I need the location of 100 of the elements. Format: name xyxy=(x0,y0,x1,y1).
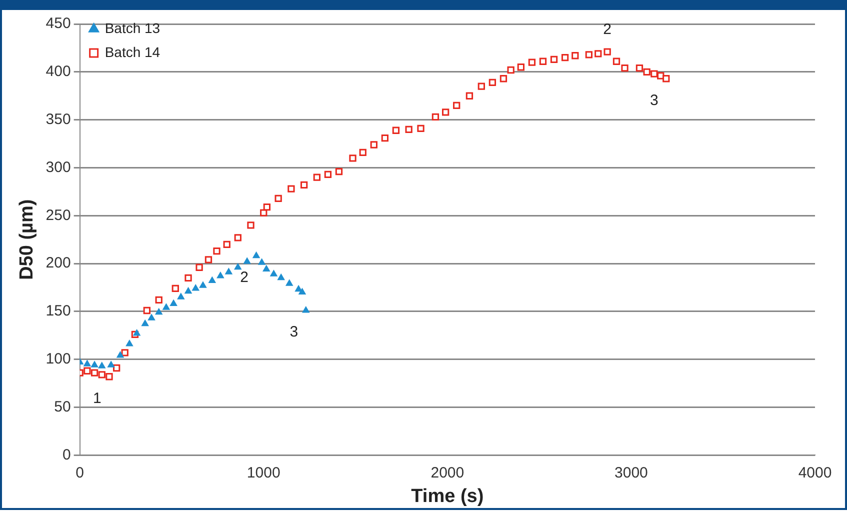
point xyxy=(572,52,579,60)
point xyxy=(488,78,496,86)
y-tick-label: 300 xyxy=(46,158,71,176)
x-tick-label: 1000 xyxy=(246,464,280,482)
x-tick-label: 3000 xyxy=(614,464,648,482)
y-tick-label: 50 xyxy=(54,398,71,416)
point xyxy=(225,268,232,274)
point xyxy=(247,222,254,229)
point xyxy=(262,265,270,272)
point xyxy=(657,72,664,80)
point xyxy=(204,256,212,264)
point xyxy=(349,154,356,162)
point xyxy=(417,124,424,132)
point xyxy=(359,148,366,156)
x-tick-label: 2000 xyxy=(430,464,464,482)
point xyxy=(121,349,128,356)
y-tick-label: 400 xyxy=(46,63,71,80)
x-axis-title: Time (s) xyxy=(411,486,484,507)
point xyxy=(392,126,400,134)
point xyxy=(106,373,113,380)
point xyxy=(612,58,620,65)
point xyxy=(517,64,525,71)
point xyxy=(370,141,378,148)
point xyxy=(98,371,106,378)
point xyxy=(650,70,658,78)
point xyxy=(199,282,206,288)
point xyxy=(244,258,251,264)
point xyxy=(116,352,124,358)
point xyxy=(234,234,242,242)
point xyxy=(298,288,306,295)
point xyxy=(405,126,412,133)
point xyxy=(442,108,450,116)
y-tick-label: 200 xyxy=(46,254,71,272)
point xyxy=(213,248,220,255)
point xyxy=(500,75,508,82)
point xyxy=(91,361,98,368)
point xyxy=(453,102,460,110)
annotation: 3 xyxy=(650,92,658,109)
annotation: 3 xyxy=(290,324,298,341)
point xyxy=(108,361,115,368)
point xyxy=(300,181,308,189)
point xyxy=(270,270,278,276)
point xyxy=(143,306,150,314)
point xyxy=(302,306,310,313)
y-tick-label: 250 xyxy=(46,206,71,224)
point xyxy=(263,203,271,211)
point xyxy=(561,54,569,62)
y-tick-label: 100 xyxy=(46,350,71,368)
point xyxy=(223,240,230,248)
point xyxy=(478,82,485,90)
legend-label: Batch 14 xyxy=(104,44,160,60)
point xyxy=(528,58,536,66)
y-axis-title: D50 (µm) xyxy=(16,199,38,280)
point xyxy=(148,314,156,320)
point xyxy=(184,274,192,282)
point xyxy=(313,174,320,181)
point xyxy=(466,92,474,100)
point xyxy=(126,340,133,346)
y-tick-label: 450 xyxy=(46,15,71,32)
point xyxy=(113,364,120,372)
point xyxy=(133,330,140,336)
point xyxy=(643,68,650,76)
point xyxy=(252,252,260,258)
y-tick-label: 150 xyxy=(46,302,71,320)
point xyxy=(162,304,170,310)
point xyxy=(155,308,162,315)
point xyxy=(172,284,179,292)
point xyxy=(84,360,91,366)
point xyxy=(192,284,200,291)
point xyxy=(550,56,558,64)
point xyxy=(84,367,91,374)
point xyxy=(335,168,343,176)
point xyxy=(621,64,628,72)
x-tick-label: 0 xyxy=(76,464,84,482)
point xyxy=(216,272,224,278)
point xyxy=(507,66,514,74)
point xyxy=(286,280,293,286)
point xyxy=(170,300,178,306)
point xyxy=(184,287,192,294)
point xyxy=(142,320,149,326)
point xyxy=(260,209,268,216)
annotation: 1 xyxy=(93,390,102,407)
point xyxy=(234,263,242,270)
point xyxy=(432,113,440,121)
point xyxy=(636,64,644,72)
x-tick-label: 4000 xyxy=(798,464,832,482)
y-tick-label: 350 xyxy=(46,110,71,128)
point xyxy=(98,362,106,368)
point xyxy=(662,75,670,82)
point xyxy=(274,194,282,202)
point xyxy=(604,48,611,56)
point xyxy=(196,264,203,271)
point xyxy=(208,276,216,284)
point xyxy=(288,185,295,192)
annotation: 2 xyxy=(240,269,248,286)
point xyxy=(295,285,302,292)
annotation: 2 xyxy=(603,20,612,38)
point xyxy=(90,369,98,376)
legend-label: Batch 13 xyxy=(104,20,160,36)
point xyxy=(594,50,602,58)
